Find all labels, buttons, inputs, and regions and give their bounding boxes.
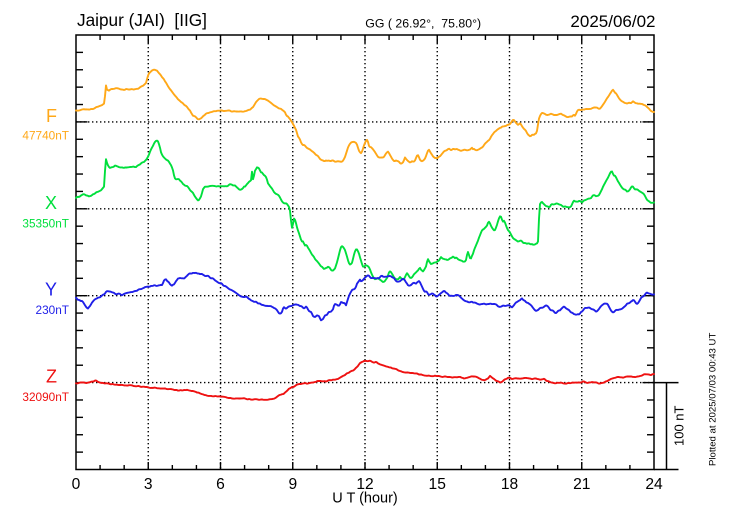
svg-text:X: X (45, 193, 57, 213)
svg-text:Jaipur (JAI) [IIG]: Jaipur (JAI) [IIG] (77, 10, 207, 30)
svg-text:Y: Y (45, 280, 57, 300)
svg-text:35350nT: 35350nT (22, 216, 69, 230)
svg-text:21: 21 (573, 476, 590, 493)
svg-text:3: 3 (144, 476, 153, 493)
svg-text:GG ( 26.92°, 75.80°): GG ( 26.92°, 75.80°) (365, 16, 481, 30)
svg-text:15: 15 (429, 476, 447, 493)
svg-text:U T (hour): U T (hour) (332, 491, 398, 507)
svg-text:100 nT: 100 nT (672, 405, 687, 446)
svg-text:18: 18 (501, 476, 518, 493)
svg-text:32090nT: 32090nT (22, 390, 69, 404)
svg-text:6: 6 (216, 476, 225, 493)
svg-text:Z: Z (46, 367, 57, 387)
svg-text:9: 9 (288, 476, 297, 493)
svg-text:12: 12 (356, 476, 373, 493)
svg-text:0: 0 (72, 476, 81, 493)
svg-text:2025/06/02: 2025/06/02 (570, 12, 655, 31)
svg-text:24: 24 (645, 476, 663, 493)
svg-text:Plotted at 2025/07/03 00:43 UT: Plotted at 2025/07/03 00:43 UT (708, 333, 719, 466)
svg-text:47740nT: 47740nT (22, 128, 69, 142)
svg-text:F: F (46, 106, 57, 126)
svg-text:230nT: 230nT (36, 303, 69, 317)
